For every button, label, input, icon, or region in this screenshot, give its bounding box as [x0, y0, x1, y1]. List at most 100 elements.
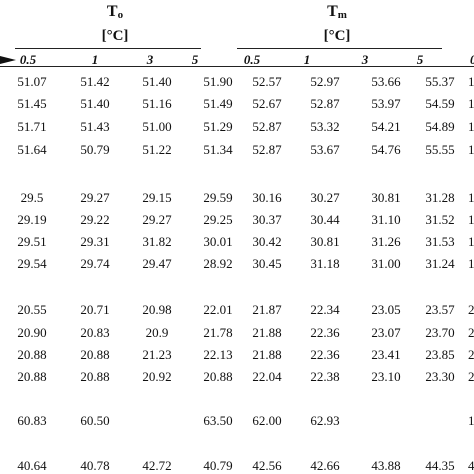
table-cell: 20.88 [17, 369, 47, 384]
table-cell: 52.87 [252, 142, 282, 157]
table-cell: 54.89 [425, 119, 455, 134]
table-cell: 28.92 [203, 256, 233, 271]
table-cell: 31.82 [142, 234, 172, 249]
table-cell: 31.52 [425, 212, 455, 227]
unit-label: [°C] [101, 28, 129, 44]
table-cell: 21.88 [252, 347, 282, 362]
table-cell: 17 [468, 413, 474, 428]
table-cell: 20.88 [203, 369, 233, 384]
table-cell: 23.41 [371, 347, 401, 362]
table-cell: 54.59 [425, 96, 455, 111]
table-cell: 20.88 [80, 347, 110, 362]
table-cell: 20 [468, 302, 474, 317]
table-cell: 15 [468, 190, 474, 205]
table-cell: 29.5 [20, 190, 44, 205]
table-cell: 20.88 [80, 369, 110, 384]
header-rule [237, 48, 442, 49]
table-cell: 53.97 [371, 96, 401, 111]
table-cell: 20 [468, 325, 474, 340]
table-cell: 51.40 [142, 74, 172, 89]
table-cell: 22.36 [310, 347, 340, 362]
table-cell: 29.51 [17, 234, 47, 249]
table-rule [0, 66, 474, 67]
table-cell: 23.30 [425, 369, 455, 384]
table-cell: 22.38 [310, 369, 340, 384]
header-rule [15, 48, 201, 49]
table-cell: 29.54 [17, 256, 47, 271]
table-cell: 21.88 [252, 325, 282, 340]
table-cell: 31.53 [425, 234, 455, 249]
table-cell: 23.07 [371, 325, 401, 340]
table-cell: 20.98 [142, 302, 172, 317]
table-cell: 31.28 [425, 190, 455, 205]
table-cell: 20 [468, 347, 474, 362]
table-cell: 22.13 [203, 347, 233, 362]
table-cell: 30.27 [310, 190, 340, 205]
table-cell: 63.50 [203, 413, 233, 428]
table-cell: 31.24 [425, 256, 455, 271]
table-cell: 51.49 [203, 96, 233, 111]
table-cell: 20.92 [142, 369, 172, 384]
table-cell: 51.34 [203, 142, 233, 157]
table-cell: 19 [468, 74, 474, 89]
table-cell: 23.10 [371, 369, 401, 384]
table-cell: 60.83 [17, 413, 47, 428]
table-cell: 23.70 [425, 325, 455, 340]
table-cell: 15 [468, 256, 474, 271]
table-cell: 43.88 [371, 458, 401, 473]
table-cell: 40.64 [17, 458, 47, 473]
table-cell: 52.97 [310, 74, 340, 89]
table-cell: 51.16 [142, 96, 172, 111]
sub-header: 0.5 [19, 52, 37, 67]
table-cell: 20.88 [17, 347, 47, 362]
table-cell: 29.59 [203, 190, 233, 205]
table-cell: 19 [468, 96, 474, 111]
column-header: To [106, 3, 124, 22]
table-cell: 23.05 [371, 302, 401, 317]
table-cell: 31.00 [371, 256, 401, 271]
table-cell: 29.31 [80, 234, 110, 249]
sub-header: 3 [361, 52, 369, 67]
table-cell: 29.27 [142, 212, 172, 227]
table-cell: 30.81 [371, 190, 401, 205]
table-cell: 21.87 [252, 302, 282, 317]
table-cell: 51.29 [203, 119, 233, 134]
table-cell: 54.21 [371, 119, 401, 134]
table-cell: 31.26 [371, 234, 401, 249]
table-cell: 23.57 [425, 302, 455, 317]
sub-header: 5 [191, 52, 199, 67]
sub-header: 3 [146, 52, 154, 67]
table-cell: 51.64 [17, 142, 47, 157]
table-cell: 50.79 [80, 142, 110, 157]
table-cell: 22.04 [252, 369, 282, 384]
table-cell: 42.66 [310, 458, 340, 473]
table-cell: 20.90 [17, 325, 47, 340]
table-cell: 23.85 [425, 347, 455, 362]
table-cell: 20.71 [80, 302, 110, 317]
table-cell: 20 [468, 369, 474, 384]
table-cell: 22.36 [310, 325, 340, 340]
table-cell: 51.43 [80, 119, 110, 134]
sub-header: 1 [91, 52, 99, 67]
table-cell: 51.90 [203, 74, 233, 89]
table-cell: 30.01 [203, 234, 233, 249]
table-cell: 22.34 [310, 302, 340, 317]
table-cell: 52.57 [252, 74, 282, 89]
table-cell: 19 [468, 142, 474, 157]
table-cell: 53.66 [371, 74, 401, 89]
table-cell: 20.9 [145, 325, 169, 340]
table-cell: 31.18 [310, 256, 340, 271]
sub-header: 0 [470, 52, 474, 68]
table-cell: 51.22 [142, 142, 172, 157]
table-cell: 30.37 [252, 212, 282, 227]
arrow-icon [0, 56, 16, 64]
table-cell: 15 [468, 212, 474, 227]
table-cell: 29.74 [80, 256, 110, 271]
column-header: Tm [327, 3, 347, 22]
table-cell: 51.45 [17, 96, 47, 111]
table-cell: 52.87 [252, 119, 282, 134]
table-cell: 60.50 [80, 413, 110, 428]
table-cell: 29.22 [80, 212, 110, 227]
table-cell: 44.35 [425, 458, 455, 473]
